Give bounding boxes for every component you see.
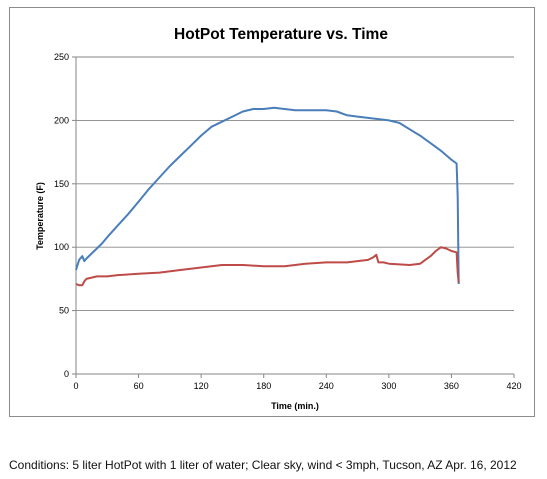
series-line-1: [75, 106, 460, 285]
x-tick-label: 0: [73, 381, 78, 391]
chart-title: HotPot Temperature vs. Time: [174, 26, 388, 43]
x-tick-label: 300: [381, 381, 396, 391]
x-axis-label: Time (min.): [271, 401, 319, 411]
axes: 0 50 100 150 200 250 0 60 120 180 240 300 360 420: [54, 52, 522, 391]
conditions-caption: Conditions: 5 liter HotPot with 1 liter …: [9, 458, 517, 472]
temperature-chart: HotPot Temperature vs. Time 0 50 100 150 200…: [35, 26, 522, 411]
series-line-2: [75, 246, 460, 287]
x-tick-label: 180: [256, 381, 271, 391]
x-tick-label: 120: [194, 381, 209, 391]
gridlines: [76, 56, 514, 312]
x-tick-label: 240: [319, 381, 334, 391]
y-tick-label: 100: [54, 242, 69, 252]
y-tick-label: 150: [54, 179, 69, 189]
x-tick-label: 360: [444, 381, 459, 391]
series-lines: [75, 106, 460, 287]
y-tick-label: 200: [54, 115, 69, 125]
y-tick-label: 250: [54, 52, 69, 62]
x-tick-label: 420: [506, 381, 521, 391]
y-tick-label: 50: [59, 306, 69, 316]
y-tick-label: 0: [64, 369, 69, 379]
x-tick-label: 60: [134, 381, 144, 391]
chart-frame: [9, 7, 535, 417]
y-axis-label: Temperature (F): [35, 182, 45, 250]
